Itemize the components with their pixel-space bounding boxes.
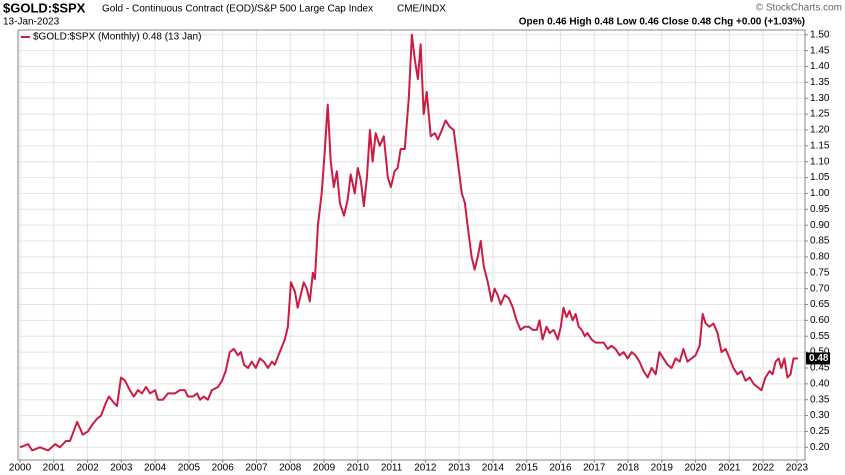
y-tick-label: 1.50 (810, 29, 830, 40)
plot-frame (17, 29, 806, 461)
y-tick-label: 0.55 (810, 331, 830, 342)
y-tick-label: 0.50 (810, 347, 830, 358)
last-value-label: 0.48 (809, 353, 829, 364)
y-tick-label: 1.30 (810, 93, 830, 104)
last-value-box (806, 352, 830, 365)
y-tick-label: 1.05 (810, 172, 830, 183)
y-tick-label: 0.25 (810, 426, 830, 437)
x-tick-label: 2023 (786, 463, 809, 474)
x-tick-label: 2006 (212, 463, 235, 474)
copyright: © StockCharts.com (756, 3, 842, 14)
y-tick-label: 0.65 (810, 299, 830, 310)
y-tick-label: 0.75 (810, 267, 830, 278)
y-tick-label: 1.25 (810, 109, 830, 120)
y-tick-label: 0.90 (810, 220, 830, 231)
x-tick-label: 2008 (279, 463, 302, 474)
x-tick-label: 2010 (347, 463, 370, 474)
x-tick-label: 2007 (245, 463, 268, 474)
x-tick-label: 2012 (414, 463, 437, 474)
date: 13-Jan-2023 (3, 17, 60, 28)
y-tick-label: 1.20 (810, 125, 830, 136)
y-tick-label: 1.45 (810, 45, 830, 56)
x-tick-label: 2000 (9, 463, 32, 474)
y-tick-label: 0.30 (810, 410, 830, 421)
chart-title: $GOLD:$SPX (3, 0, 86, 15)
y-tick-label: 1.15 (810, 140, 830, 151)
y-tick-label: 1.10 (810, 156, 830, 167)
x-tick-label: 2022 (752, 463, 775, 474)
x-tick-label: 2017 (583, 463, 606, 474)
x-tick-label: 2009 (313, 463, 336, 474)
y-tick-label: 0.60 (810, 315, 830, 326)
y-tick-label: 0.35 (810, 394, 830, 405)
y-tick-label: 0.95 (810, 204, 830, 215)
x-tick-label: 2020 (684, 463, 707, 474)
x-tick-label: 2014 (482, 463, 505, 474)
y-tick-label: 0.80 (810, 252, 830, 263)
y-tick-label: 1.35 (810, 77, 830, 88)
data-line (19, 33, 798, 452)
x-tick-label: 2019 (651, 463, 674, 474)
y-tick-label: 0.20 (810, 442, 830, 453)
x-tick-label: 2018 (617, 463, 640, 474)
chart-subtitle: Gold - Continuous Contract (EOD)/S&P 500… (102, 4, 373, 15)
y-tick-label: 1.40 (810, 61, 830, 72)
grid (18, 30, 805, 460)
x-tick-label: 2001 (43, 463, 66, 474)
x-tick-label: 2013 (448, 463, 471, 474)
y-tick-label: 1.00 (810, 188, 830, 199)
x-tick-label: 2004 (144, 463, 167, 474)
x-tick-label: 2021 (718, 463, 741, 474)
legend-label: $GOLD:$SPX (Monthly) 0.48 (13 Jan) (33, 32, 201, 43)
x-tick-label: 2016 (549, 463, 572, 474)
y-tick-label: 0.85 (810, 236, 830, 247)
x-tick-label: 2011 (381, 463, 403, 474)
y-tick-label: 0.70 (810, 283, 830, 294)
x-tick-label: 2003 (110, 463, 133, 474)
exchange: CME/INDX (397, 4, 446, 15)
y-tick-label: 0.40 (810, 378, 830, 389)
y-tick-label: 0.45 (810, 363, 830, 374)
x-tick-label: 2015 (516, 463, 539, 474)
quote: Open 0.46 High 0.48 Low 0.46 Close 0.48 … (519, 17, 805, 28)
x-tick-label: 2005 (178, 463, 201, 474)
x-tick-label: 2002 (76, 463, 99, 474)
